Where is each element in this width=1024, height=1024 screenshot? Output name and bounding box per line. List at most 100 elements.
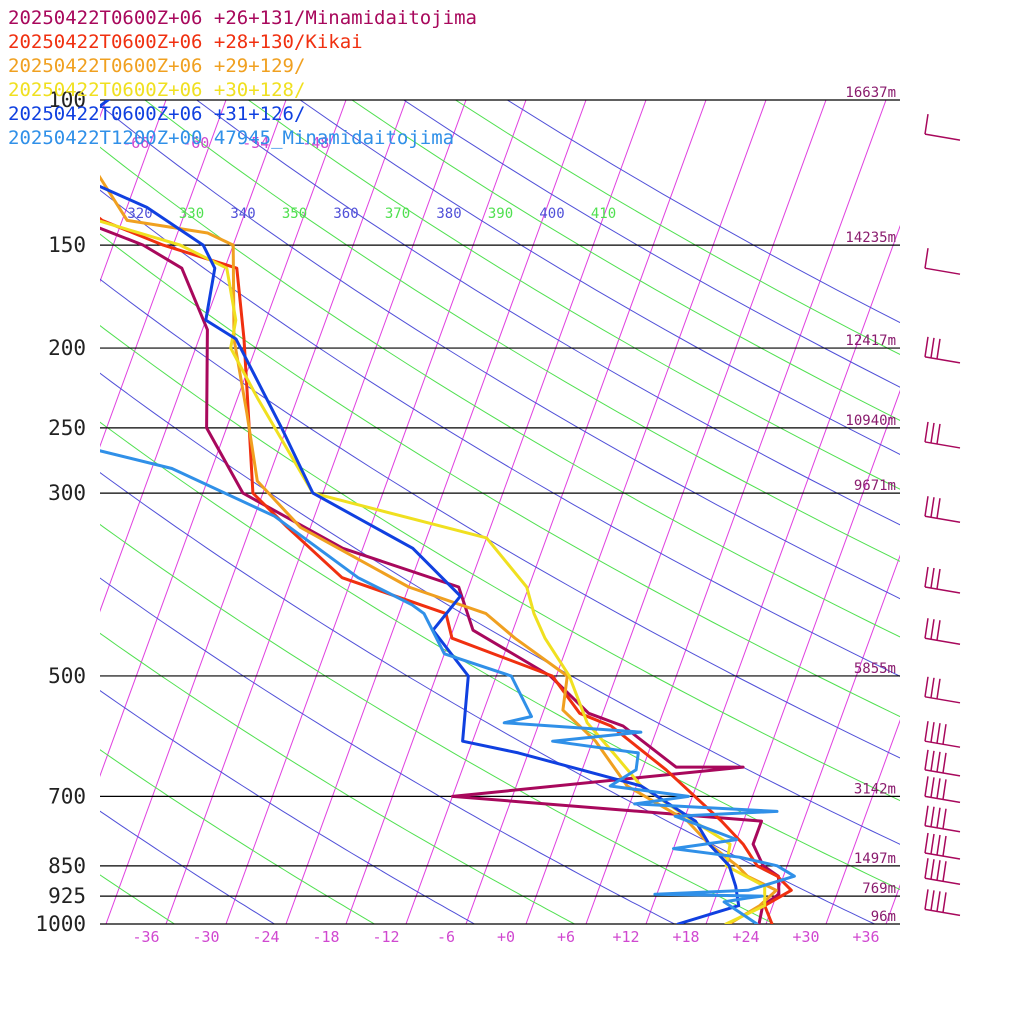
dry-adiabat-line	[100, 146, 900, 638]
wind-barb-feather	[924, 721, 929, 742]
theta-label: 400	[539, 206, 564, 222]
pressure-label: 850	[48, 854, 86, 878]
wind-barb-feather	[936, 891, 941, 912]
dry-adiabat-line	[100, 104, 900, 600]
wind-barb-shaft	[924, 133, 961, 141]
isotherm-line	[100, 100, 347, 778]
wind-barb-feather	[942, 835, 947, 857]
wind-barb-feather	[924, 858, 929, 879]
wind-barb-feather	[924, 676, 929, 697]
isotherm-line	[285, 100, 587, 924]
wind-barb-feather	[930, 337, 935, 358]
legend-entry: 20250422T0600Z+06 +31+126/	[8, 103, 305, 125]
sounding-line	[100, 226, 781, 924]
wind-barb-shaft	[924, 825, 961, 833]
wind-barb-feather	[924, 776, 929, 797]
isotherm-line	[100, 100, 287, 613]
wind-barb-feather	[936, 423, 941, 445]
wind-barb-feather	[936, 860, 941, 881]
wind-barb-feather	[930, 619, 935, 640]
wind-barb-shaft	[924, 696, 961, 704]
height-label: 96m	[871, 909, 896, 925]
wind-barb-shaft	[924, 795, 961, 804]
temperature-tick-label: -12	[372, 928, 399, 946]
theta-label: 370	[385, 206, 410, 222]
wind-barb-shaft	[924, 637, 961, 645]
theta-label: 360	[333, 206, 358, 222]
wind-barb-feather	[936, 620, 941, 641]
wind-barb-feather	[924, 336, 929, 357]
wind-barb-shaft	[924, 877, 961, 885]
legend: 20250422T0600Z+06 +26+131/Minamidaitojim…	[8, 7, 477, 149]
wind-barb-feather	[930, 750, 935, 771]
wind-barb	[924, 421, 961, 449]
temperature-tick-label: +36	[852, 928, 879, 946]
height-label: 1497m	[854, 851, 896, 867]
wind-barb	[924, 496, 961, 523]
wind-barb-shaft	[924, 515, 961, 523]
wind-barb	[924, 858, 961, 885]
wind-barb-shaft	[924, 441, 961, 449]
wind-barb	[924, 749, 961, 777]
theta-label: 390	[488, 206, 513, 222]
wind-barb-feather	[924, 805, 929, 826]
wind-barb-feather	[930, 833, 935, 855]
wind-barb	[924, 805, 961, 833]
theta-label: 380	[436, 206, 461, 222]
wind-barb-shaft	[924, 908, 961, 917]
legend-entry: 20250422T0600Z+06 +28+130/Kikai	[8, 31, 363, 53]
wind-barb-feather	[924, 421, 929, 443]
wind-barbs	[924, 113, 961, 917]
isotherm-label: -54	[242, 134, 269, 152]
isotherm-line	[585, 100, 887, 924]
pressure-label: 700	[48, 784, 86, 808]
wind-barb-feather	[936, 834, 941, 856]
height-label: 14235m	[845, 230, 896, 246]
sounding-line	[100, 100, 741, 924]
legend-entry: 20250422T1200Z+00 47945_Minamidaitojima	[8, 127, 454, 149]
temperature-tick-label: +30	[792, 928, 819, 946]
theta-label: 330	[179, 206, 204, 222]
isotherm-line	[465, 100, 767, 924]
height-label: 9671m	[854, 478, 896, 494]
wind-barb	[924, 566, 961, 594]
wind-barb-feather	[924, 566, 929, 588]
isotherm-line	[765, 554, 900, 924]
pressure-label: 250	[48, 416, 86, 440]
wind-barb-feather	[930, 497, 935, 518]
legend-entry: 20250422T0600Z+06 +29+129/	[8, 55, 305, 77]
wind-barb-feather	[936, 678, 941, 699]
wind-barb-shaft	[924, 267, 961, 275]
wind-barb	[924, 336, 961, 364]
isotherm-line	[0, 100, 46, 924]
axis-labels: 100 16637m 150 14235m 200 12417m 250 10940m 300 9…	[35, 85, 896, 946]
isotherm-label: -66	[122, 134, 149, 152]
wind-barb	[924, 776, 961, 804]
wind-barb-feather	[924, 496, 929, 517]
wind-barb-feather	[930, 777, 935, 798]
sounding-line	[100, 449, 796, 924]
wind-barb	[924, 248, 961, 275]
wind-barb	[924, 832, 961, 860]
sounding-line	[100, 216, 793, 924]
pressure-label: 100	[48, 88, 86, 112]
wind-barb-feather	[924, 749, 929, 770]
temperature-tick-label: +6	[557, 928, 575, 946]
legend-entry: 20250422T0600Z+06 +26+131/Minamidaitojim…	[8, 7, 477, 29]
wind-barb-feather	[942, 892, 947, 913]
wind-barb-feather	[924, 832, 929, 854]
dry-adiabat-line	[100, 471, 875, 924]
wind-barb-feather	[930, 859, 935, 880]
wind-barb-feather	[936, 807, 941, 828]
temperature-tick-label: +18	[672, 928, 699, 946]
wind-barb	[924, 889, 961, 917]
wind-barb-feather	[924, 889, 929, 910]
wind-barb-feather	[930, 567, 935, 589]
isotherm-line	[100, 100, 227, 448]
pressure-label: 925	[48, 884, 86, 908]
wind-barb-feather	[924, 248, 929, 269]
sounding-profiles	[100, 100, 796, 924]
isotherm-line	[645, 224, 900, 924]
dry-adiabat-line	[100, 577, 675, 924]
